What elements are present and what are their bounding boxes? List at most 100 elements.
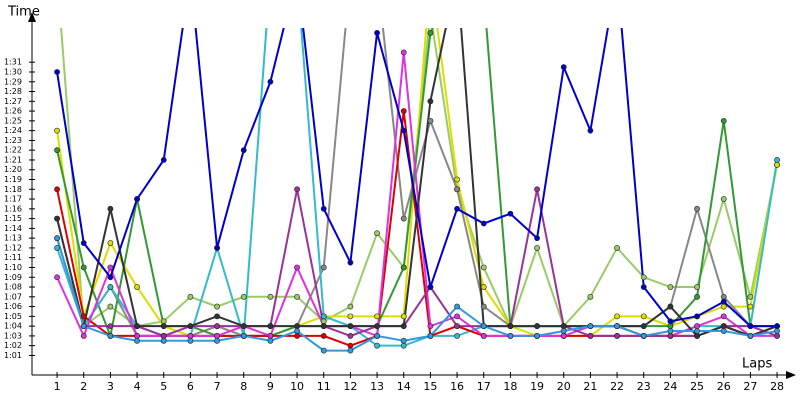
data-point <box>507 210 514 217</box>
data-point <box>720 303 727 310</box>
data-point <box>160 337 167 344</box>
data-point <box>240 293 247 300</box>
data-point <box>80 333 87 339</box>
y-tick-label: 1:21 <box>4 155 22 164</box>
data-point <box>347 323 354 330</box>
data-point <box>720 313 727 320</box>
data-point <box>774 157 780 163</box>
data-point <box>720 298 727 305</box>
data-point <box>240 333 247 339</box>
data-point <box>667 284 674 290</box>
y-tick-label: 1:05 <box>4 312 22 321</box>
y-tick-label: 1:04 <box>4 322 22 331</box>
plot-area <box>54 28 780 354</box>
data-point <box>480 284 487 290</box>
data-point <box>774 328 780 334</box>
data-point <box>374 323 380 330</box>
data-point <box>54 235 60 242</box>
data-point <box>374 342 380 349</box>
data-point <box>667 323 674 330</box>
y-tick-label: 1:09 <box>4 273 22 282</box>
data-point <box>240 147 247 154</box>
y-tick-label: 1:19 <box>4 175 22 184</box>
x-tick-label: 12 <box>343 380 357 393</box>
y-tick-label: 1:31 <box>4 58 22 67</box>
y-tick-label: 1:02 <box>4 341 22 350</box>
data-point <box>454 176 460 183</box>
data-point <box>667 303 674 310</box>
data-point <box>774 161 780 168</box>
data-point <box>54 245 60 251</box>
y-tick-label: 1:24 <box>4 126 22 135</box>
data-point <box>480 303 487 310</box>
data-point <box>320 205 327 212</box>
data-point <box>400 127 407 134</box>
data-point <box>747 323 754 330</box>
data-point <box>107 205 114 212</box>
data-point <box>107 274 114 281</box>
data-point <box>320 313 327 320</box>
data-point <box>427 323 434 330</box>
data-point <box>587 323 594 330</box>
data-point <box>107 284 114 290</box>
data-point <box>694 205 700 212</box>
data-point <box>534 333 540 339</box>
data-point <box>614 245 620 251</box>
data-point <box>80 323 87 330</box>
data-point <box>534 323 540 330</box>
data-point <box>507 333 514 339</box>
data-point <box>427 98 434 105</box>
data-point <box>400 313 407 320</box>
y-axis-label: Time <box>7 5 40 20</box>
x-tick-label: 20 <box>557 380 571 393</box>
data-point <box>560 328 567 334</box>
data-point <box>134 284 140 290</box>
x-tick-label: 6 <box>187 380 194 393</box>
data-point <box>160 333 167 339</box>
x-tick-label: 5 <box>160 380 167 393</box>
x-tick-label: 14 <box>397 380 411 393</box>
data-point <box>747 293 754 300</box>
data-point <box>640 333 647 339</box>
x-tick-label: 7 <box>214 380 221 393</box>
data-point <box>214 303 220 310</box>
data-point <box>187 337 194 344</box>
data-point <box>294 264 300 271</box>
data-point <box>347 333 354 339</box>
data-point <box>134 323 140 330</box>
x-tick-label: 9 <box>267 380 274 393</box>
data-point <box>80 240 87 246</box>
data-point <box>294 323 300 330</box>
y-tick-label: 1:28 <box>4 87 22 96</box>
data-point <box>347 347 354 354</box>
data-point <box>54 127 60 134</box>
data-point <box>507 323 514 330</box>
data-point <box>80 313 87 320</box>
data-point <box>54 274 60 281</box>
data-point <box>587 333 594 339</box>
data-point <box>694 313 700 320</box>
x-tick-label: 26 <box>717 380 731 393</box>
x-tick-label: 15 <box>423 380 437 393</box>
data-point <box>134 337 140 344</box>
x-tick-label: 22 <box>610 380 624 393</box>
data-point <box>640 284 647 290</box>
x-tick-label: 23 <box>637 380 651 393</box>
data-point <box>214 333 220 339</box>
data-point <box>640 274 647 281</box>
y-tick-label: 1:01 <box>4 351 22 360</box>
data-point <box>560 64 567 70</box>
data-point <box>267 333 274 339</box>
data-point <box>320 347 327 354</box>
data-point <box>454 303 460 310</box>
data-point <box>374 333 380 339</box>
x-tick-label: 25 <box>690 380 704 393</box>
data-point <box>54 215 60 222</box>
data-point <box>107 323 114 330</box>
series-line <box>56 28 778 328</box>
y-tick-label: 1:06 <box>4 302 22 311</box>
data-point <box>107 333 114 339</box>
data-point <box>614 313 620 320</box>
data-point <box>720 196 727 202</box>
